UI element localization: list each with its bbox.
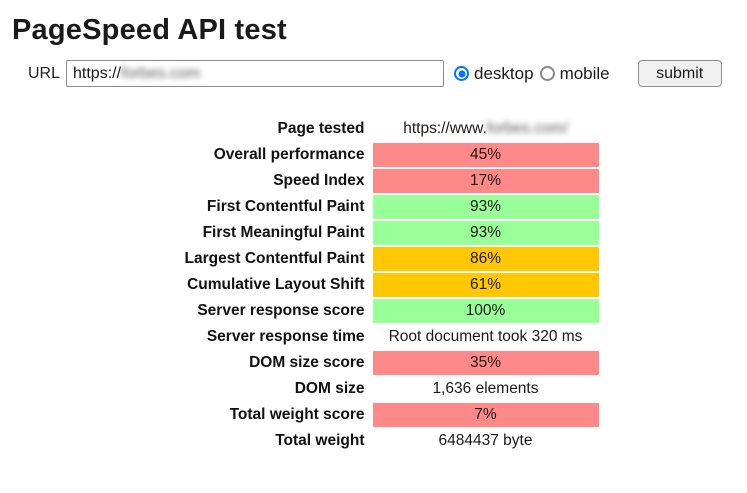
result-row: Overall performance 45%	[149, 143, 599, 167]
result-value: 93%	[372, 195, 599, 219]
radio-mobile[interactable]: mobile	[539, 63, 610, 84]
device-radio-group: desktop mobile	[454, 64, 616, 84]
result-row: Cumulative Layout Shift 61%	[149, 273, 599, 297]
result-row: First Contentful Paint 93%	[149, 195, 599, 219]
page-title: PageSpeed API test	[12, 14, 287, 46]
result-value: Root document took 320 ms	[388, 328, 583, 345]
result-label: Total weight	[275, 432, 365, 449]
submit-button[interactable]: submit	[637, 60, 722, 87]
radio-desktop-label[interactable]: desktop	[474, 63, 534, 83]
result-label: Speed Index	[273, 172, 365, 189]
radio-mobile-label[interactable]: mobile	[559, 63, 610, 83]
result-label: First Meaningful Paint	[202, 224, 365, 241]
result-label: Cumulative Layout Shift	[187, 276, 365, 293]
result-value: 61%	[372, 273, 599, 297]
radio-desktop[interactable]: desktop	[454, 64, 534, 84]
result-label: Total weight score	[229, 406, 365, 423]
result-value: 7%	[372, 403, 599, 427]
result-label: First Contentful Paint	[206, 198, 365, 215]
result-row: Page tested https://www.forbes.com/	[149, 117, 599, 141]
radio-mobile-unselected-icon[interactable]	[539, 66, 555, 81]
result-row: Total weight score 7%	[149, 403, 599, 427]
result-value: 17%	[372, 169, 599, 193]
results-table: Page tested https://www.forbes.com/Overal…	[147, 115, 601, 455]
radio-desktop-selected-icon[interactable]	[454, 66, 470, 81]
result-value: 35%	[372, 351, 599, 375]
result-label: DOM size score	[249, 354, 365, 371]
result-row: Largest Contentful Paint 86%	[149, 247, 599, 271]
result-label: Server response score	[197, 302, 365, 319]
url-value-prefix: https://	[73, 64, 122, 82]
result-url-prefix: https://www.	[403, 120, 487, 137]
result-row: Server response score 100%	[149, 299, 599, 323]
result-url-blurred-domain: forbes.com/	[486, 120, 568, 137]
result-row: First Meaningful Paint 93%	[149, 221, 599, 245]
result-label: Overall performance	[213, 146, 365, 163]
result-row: DOM size score 35%	[149, 351, 599, 375]
result-label: DOM size	[294, 380, 365, 397]
result-row: DOM size 1,636 elements	[149, 377, 599, 401]
page-container: PageSpeed API test URL https://forbes.co…	[0, 0, 747, 463]
url-input[interactable]: https://forbes.com	[66, 60, 445, 87]
results-body: Page tested https://www.forbes.com/Overal…	[149, 117, 599, 453]
result-value: 93%	[372, 221, 599, 245]
result-value: 6484437 byte	[438, 432, 533, 449]
result-value: 86%	[372, 247, 599, 271]
result-label: Largest Contentful Paint	[184, 250, 365, 267]
result-value: https://www.forbes.com/	[373, 117, 599, 141]
url-label: URL	[28, 64, 61, 82]
result-row: Server response time Root document took 3…	[149, 325, 599, 349]
result-value: 45%	[372, 143, 599, 167]
result-value: 100%	[372, 299, 599, 323]
result-label: Server response time	[206, 328, 365, 345]
url-value-blurred-domain: forbes.com	[121, 64, 201, 82]
result-row: Speed Index 17%	[149, 169, 599, 193]
url-form: URL https://forbes.com desktop mobile su…	[28, 60, 739, 87]
result-label: Page tested	[277, 120, 365, 137]
result-value: 1,636 elements	[432, 380, 539, 397]
result-row: Total weight 6484437 byte	[149, 429, 599, 453]
